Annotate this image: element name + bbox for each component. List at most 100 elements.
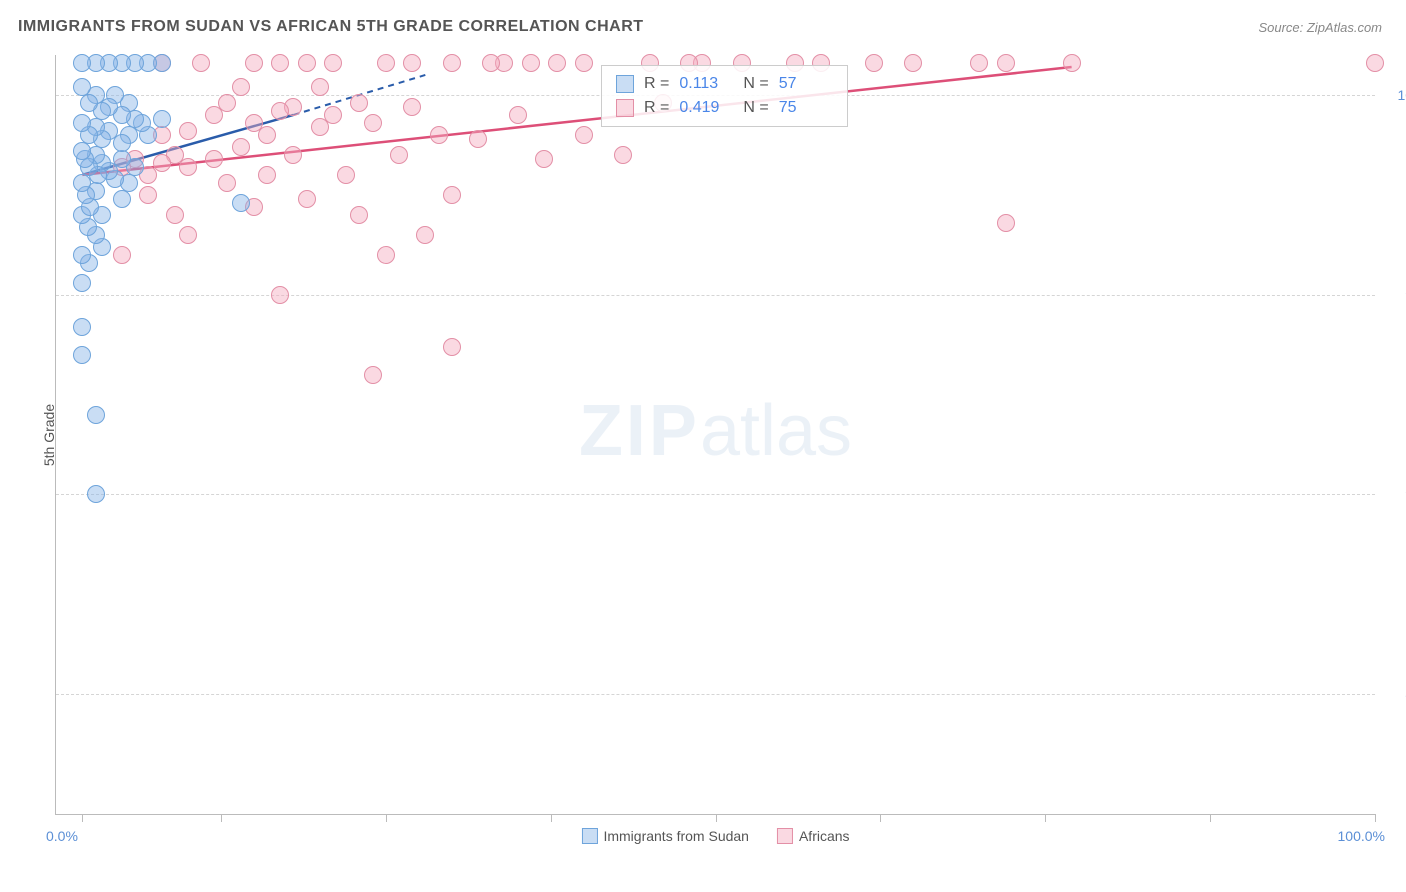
swatch-series1 (616, 75, 634, 93)
data-point (324, 54, 342, 72)
data-point (416, 226, 434, 244)
data-point (245, 114, 263, 132)
y-tick-label: 85.0% (1385, 686, 1406, 702)
data-point (364, 366, 382, 384)
trend-lines-layer (56, 55, 1375, 814)
data-point (548, 54, 566, 72)
x-tick (1210, 814, 1211, 822)
stats-row-series1: R = 0.113 N = 57 (616, 72, 833, 96)
data-point (113, 190, 131, 208)
data-point (311, 118, 329, 136)
data-point (311, 78, 329, 96)
stat-N-label: N = (743, 75, 768, 93)
data-point (73, 274, 91, 292)
data-point (87, 485, 105, 503)
plot-area: 5th Grade ZIPatlas R = 0.113 N = 57 R = … (55, 55, 1375, 815)
data-point (73, 54, 91, 72)
data-point (113, 246, 131, 264)
data-point (166, 206, 184, 224)
x-tick (551, 814, 552, 822)
x-tick (82, 814, 83, 822)
source-attribution: Source: ZipAtlas.com (1258, 20, 1382, 35)
stat-R-value-series2: 0.419 (679, 99, 733, 117)
data-point (205, 150, 223, 168)
data-point (350, 94, 368, 112)
stat-N-value-series2: 75 (779, 99, 833, 117)
data-point (865, 54, 883, 72)
legend-swatch-series1 (581, 828, 597, 844)
legend-item-series2: Africans (777, 828, 850, 844)
data-point (245, 54, 263, 72)
data-point (80, 94, 98, 112)
data-point (443, 186, 461, 204)
legend-label-series2: Africans (799, 828, 850, 844)
stat-R-value-series1: 0.113 (679, 75, 733, 93)
chart-title: IMMIGRANTS FROM SUDAN VS AFRICAN 5TH GRA… (18, 18, 644, 36)
data-point (271, 54, 289, 72)
data-point (430, 126, 448, 144)
x-tick (716, 814, 717, 822)
x-axis-max-label: 100.0% (1338, 828, 1385, 844)
data-point (997, 54, 1015, 72)
data-point (904, 54, 922, 72)
stat-N-value-series1: 57 (779, 75, 833, 93)
legend-swatch-series2 (777, 828, 793, 844)
stat-R-label: R = (644, 75, 669, 93)
gridline-h (56, 694, 1375, 695)
data-point (350, 206, 368, 224)
data-point (364, 114, 382, 132)
data-point (614, 146, 632, 164)
data-point (153, 110, 171, 128)
data-point (377, 246, 395, 264)
data-point (403, 54, 421, 72)
data-point (73, 78, 91, 96)
gridline-h (56, 295, 1375, 296)
data-point (73, 114, 91, 132)
data-point (403, 98, 421, 116)
x-tick (386, 814, 387, 822)
stats-legend-box: R = 0.113 N = 57 R = 0.419 N = 75 (601, 65, 848, 127)
data-point (258, 166, 276, 184)
data-point (271, 102, 289, 120)
data-point (73, 246, 91, 264)
data-point (298, 54, 316, 72)
y-axis-title: 5th Grade (41, 403, 57, 465)
watermark-light: atlas (700, 390, 852, 470)
data-point (73, 142, 91, 160)
data-point (284, 146, 302, 164)
gridline-h (56, 494, 1375, 495)
data-point (469, 130, 487, 148)
data-point (139, 186, 157, 204)
data-point (179, 122, 197, 140)
data-point (522, 54, 540, 72)
data-point (1063, 54, 1081, 72)
stats-row-series2: R = 0.419 N = 75 (616, 96, 833, 120)
data-point (337, 166, 355, 184)
data-point (232, 138, 250, 156)
data-point (298, 190, 316, 208)
data-point (205, 106, 223, 124)
data-point (192, 54, 210, 72)
data-point (1366, 54, 1384, 72)
data-point (73, 346, 91, 364)
x-tick (880, 814, 881, 822)
x-tick (1045, 814, 1046, 822)
data-point (970, 54, 988, 72)
data-point (535, 150, 553, 168)
legend-item-series1: Immigrants from Sudan (581, 828, 749, 844)
stat-R-label: R = (644, 99, 669, 117)
x-axis-min-label: 0.0% (46, 828, 78, 844)
legend-label-series1: Immigrants from Sudan (603, 828, 749, 844)
x-tick (221, 814, 222, 822)
data-point (232, 78, 250, 96)
data-point (232, 194, 250, 212)
x-tick (1375, 814, 1376, 822)
data-point (575, 54, 593, 72)
watermark: ZIPatlas (579, 389, 852, 471)
data-point (218, 174, 236, 192)
data-point (271, 286, 289, 304)
data-point (997, 214, 1015, 232)
data-point (390, 146, 408, 164)
data-point (377, 54, 395, 72)
data-point (179, 226, 197, 244)
